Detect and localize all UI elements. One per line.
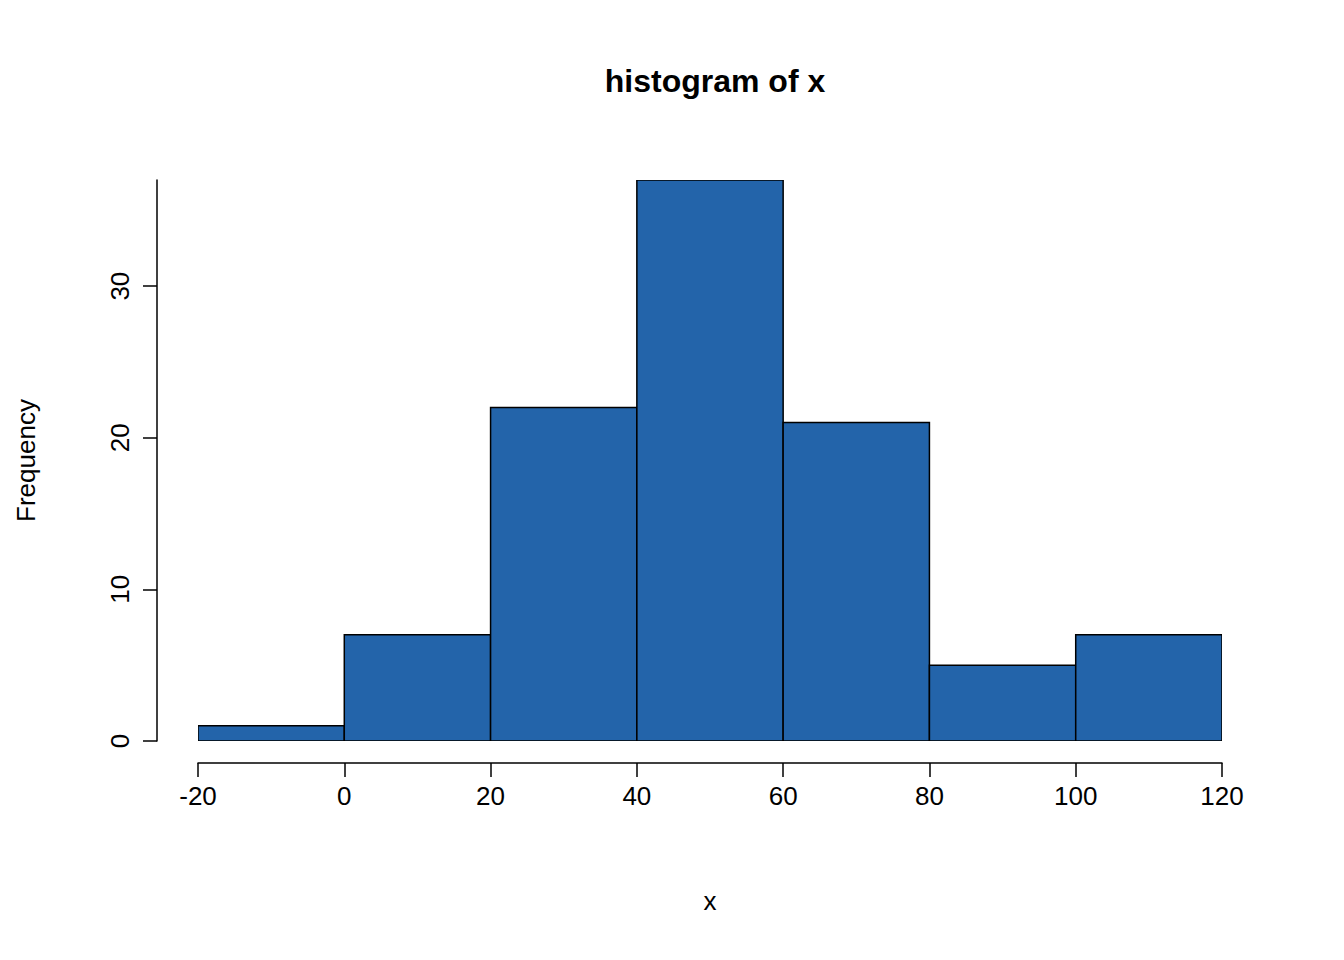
svg-text:20: 20 xyxy=(476,781,505,811)
svg-text:histogram of x: histogram of x xyxy=(605,63,826,99)
svg-text:30: 30 xyxy=(105,272,135,301)
svg-text:0: 0 xyxy=(105,734,135,748)
svg-text:20: 20 xyxy=(105,423,135,452)
svg-text:60: 60 xyxy=(769,781,798,811)
svg-text:x: x xyxy=(704,886,717,916)
svg-text:-20: -20 xyxy=(179,781,217,811)
svg-text:0: 0 xyxy=(337,781,351,811)
svg-text:80: 80 xyxy=(915,781,944,811)
svg-text:10: 10 xyxy=(105,575,135,604)
svg-text:40: 40 xyxy=(622,781,651,811)
svg-text:120: 120 xyxy=(1200,781,1243,811)
svg-text:100: 100 xyxy=(1054,781,1097,811)
svg-text:Frequency: Frequency xyxy=(11,399,41,522)
